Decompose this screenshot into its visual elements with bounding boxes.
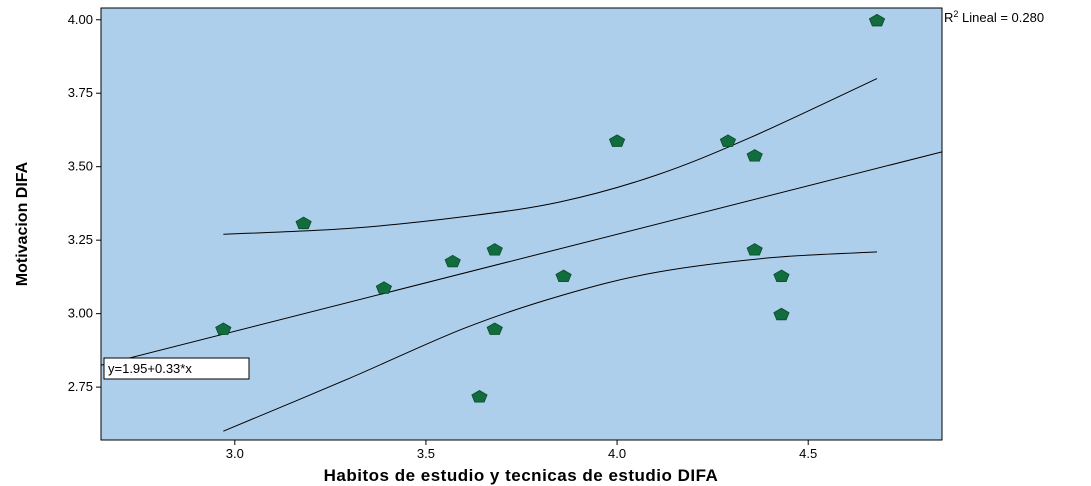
y-axis-title: Motivacion DIFA <box>14 161 31 286</box>
data-point <box>868 13 886 27</box>
data-point <box>555 269 572 283</box>
equation-box-frame <box>103 357 250 380</box>
data-point <box>444 254 461 268</box>
y-tick-label: 4.00 <box>68 12 93 27</box>
x-tick-label: 4.0 <box>608 446 626 461</box>
data-point <box>773 307 790 321</box>
x-tick-label: 3.5 <box>417 446 435 461</box>
fit-lines <box>100 78 943 432</box>
regression-line <box>100 151 943 366</box>
x-tick-label: 3.0 <box>226 446 244 461</box>
data-point <box>773 269 790 283</box>
x-axis-ticks: 3.0 3.5 4.0 4.5 <box>226 440 817 461</box>
data-points <box>215 13 886 403</box>
data-point <box>719 134 737 147</box>
x-axis-title: Habitos de estudio y tecnicas de estudio… <box>324 466 719 485</box>
equation-box: y=1.95+0.33*x <box>103 357 250 380</box>
y-tick-label: 3.50 <box>68 159 93 174</box>
equation-label: y=1.95+0.33*x <box>108 361 192 376</box>
r-squared-label: R2 Lineal = 0.280 <box>944 9 1044 25</box>
data-point <box>375 281 392 294</box>
confidence-upper-curve <box>223 78 878 235</box>
data-point <box>486 322 503 335</box>
x-tick-label: 4.5 <box>799 446 817 461</box>
y-tick-label: 2.75 <box>68 379 93 394</box>
data-point <box>486 243 503 256</box>
y-axis-ticks: 2.75 3.00 3.25 3.50 3.75 4.00 <box>68 12 101 394</box>
y-tick-label: 3.00 <box>68 306 93 321</box>
y-tick-label: 3.75 <box>68 85 93 100</box>
data-point <box>608 134 626 147</box>
data-point <box>215 322 232 335</box>
data-point <box>746 149 763 162</box>
y-tick-label: 3.25 <box>68 232 93 247</box>
data-point <box>746 243 763 256</box>
data-point <box>295 216 312 230</box>
confidence-lower-curve <box>223 251 878 432</box>
data-point <box>471 390 488 403</box>
